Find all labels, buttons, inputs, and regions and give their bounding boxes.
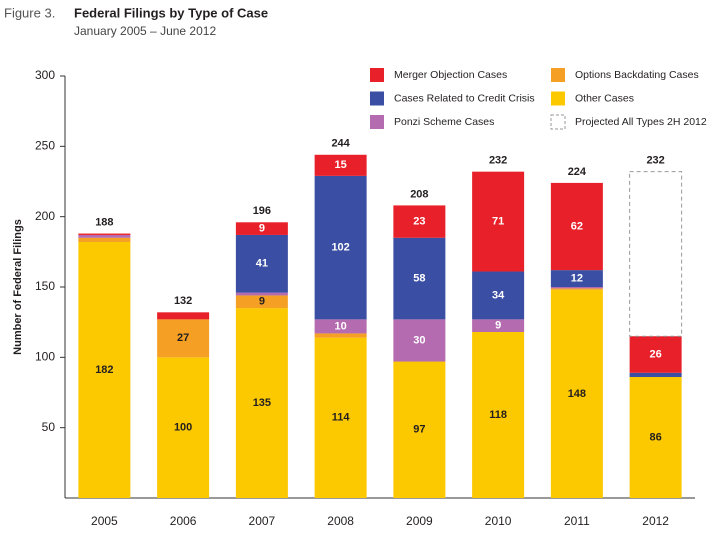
total-label: 132 xyxy=(174,295,192,307)
total-label: 188 xyxy=(95,216,113,228)
bar-segment xyxy=(472,332,525,498)
data-label: 10 xyxy=(335,320,347,332)
data-label: 23 xyxy=(413,215,425,227)
y-tick-label: 250 xyxy=(35,139,55,153)
data-label: 30 xyxy=(413,334,425,346)
bar-segment xyxy=(472,319,525,333)
y-tick-label: 200 xyxy=(35,209,55,223)
legend-swatch xyxy=(550,114,566,130)
data-label: 15 xyxy=(335,159,347,171)
y-tick-label: 300 xyxy=(35,68,55,82)
total-label: 196 xyxy=(253,205,271,217)
x-tick-label: 2007 xyxy=(249,514,276,528)
legend-label: Merger Objection Cases xyxy=(394,69,507,81)
x-tick-label: 2008 xyxy=(327,514,354,528)
data-label: 58 xyxy=(413,272,425,284)
bar-segment xyxy=(235,234,288,293)
data-label: 114 xyxy=(332,412,351,424)
data-label: 135 xyxy=(253,397,271,409)
bar-segment xyxy=(157,312,210,320)
bar-segment xyxy=(393,319,446,362)
bar-segment xyxy=(314,154,367,176)
bar-segment xyxy=(314,319,367,334)
x-tick-label: 2006 xyxy=(170,514,197,528)
bar-segment xyxy=(472,271,525,320)
x-tick-label: 2010 xyxy=(485,514,512,528)
bar-segment xyxy=(629,377,682,498)
data-label: 86 xyxy=(650,431,662,443)
legend-label: Ponzi Scheme Cases xyxy=(394,116,494,128)
legend-label: Options Backdating Cases xyxy=(575,69,699,81)
x-tick-label: 2005 xyxy=(91,514,118,528)
y-tick-label: 50 xyxy=(42,420,56,434)
bar-segment xyxy=(550,270,603,287)
x-tick-label: 2011 xyxy=(564,514,590,528)
data-label: 41 xyxy=(256,258,268,270)
data-label: 71 xyxy=(492,215,504,227)
total-label: 208 xyxy=(410,188,428,200)
data-label: 9 xyxy=(495,320,501,332)
bar-segment xyxy=(393,361,446,498)
bar-segment xyxy=(629,336,682,373)
bar-segment xyxy=(393,205,446,238)
legend-label: Other Cases xyxy=(575,92,634,104)
x-tick-label: 2012 xyxy=(642,514,669,528)
legend-swatch xyxy=(370,91,384,106)
data-label: 26 xyxy=(650,348,662,360)
bar-segment xyxy=(550,287,603,289)
data-label: 9 xyxy=(259,296,265,308)
data-label: 34 xyxy=(492,289,505,301)
chart-title: Federal Filings by Type of Case xyxy=(74,5,268,20)
y-tick-label: 150 xyxy=(35,279,55,293)
data-label: 9 xyxy=(259,223,265,235)
data-label: 12 xyxy=(571,272,583,284)
data-label: 97 xyxy=(413,424,425,436)
y-tick-label: 100 xyxy=(35,350,55,364)
bar-segment xyxy=(235,308,288,498)
data-label: 182 xyxy=(95,364,113,376)
bar-segment xyxy=(78,233,131,235)
bar-segment xyxy=(550,288,603,290)
x-tick-label: 2009 xyxy=(406,514,433,528)
legend-label: Cases Related to Credit Crisis xyxy=(394,92,535,104)
bar-segment xyxy=(235,222,288,235)
bar-segment xyxy=(78,241,131,498)
data-label: 27 xyxy=(177,332,189,344)
bar-segment xyxy=(235,292,288,296)
data-label: 148 xyxy=(568,388,586,400)
total-label: 232 xyxy=(489,155,507,167)
legend-swatch xyxy=(551,91,565,106)
bar-segment xyxy=(314,175,367,320)
legend-swatch xyxy=(370,115,384,129)
bar-segment xyxy=(550,182,603,271)
bar-segment xyxy=(157,357,210,498)
figure-label: Figure 3. xyxy=(4,5,55,20)
data-label: 100 xyxy=(174,422,192,434)
bar-segment xyxy=(393,237,446,320)
total-label: 244 xyxy=(331,138,350,150)
y-axis-label: Number of Federal Filings xyxy=(12,219,24,355)
bar-segment xyxy=(157,319,210,358)
total-label: 224 xyxy=(568,166,587,178)
bar-segment xyxy=(78,237,131,242)
legend-label: Projected All Types 2H 2012 xyxy=(575,116,707,128)
bar-segment xyxy=(235,295,288,309)
bar-segment xyxy=(314,337,367,498)
chart-subtitle: January 2005 – June 2012 xyxy=(74,24,216,38)
legend-swatch xyxy=(370,68,384,82)
bar-segment xyxy=(629,171,683,337)
data-label: 62 xyxy=(571,220,583,232)
bar-segment xyxy=(78,234,131,238)
bar-segment xyxy=(629,372,682,378)
data-label: 118 xyxy=(489,409,507,421)
bar-segment xyxy=(472,171,525,272)
bar-segment xyxy=(550,289,603,498)
legend-swatch xyxy=(551,68,565,82)
bar-segment xyxy=(314,333,367,338)
data-label: 102 xyxy=(331,242,349,254)
total-label: 232 xyxy=(646,155,664,167)
